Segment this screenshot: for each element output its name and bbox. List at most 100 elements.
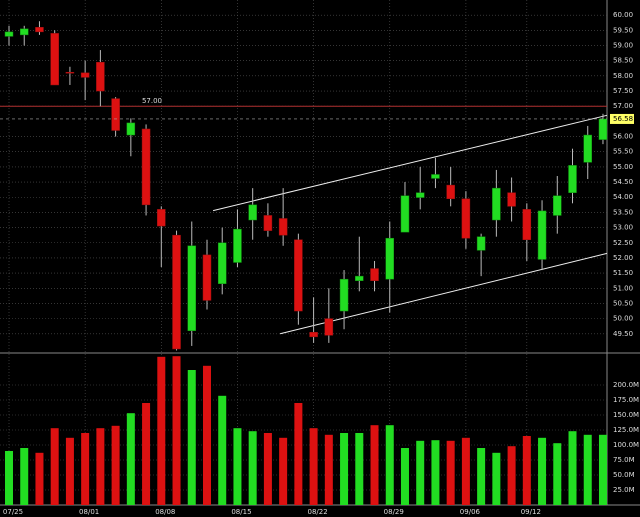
candle-body bbox=[507, 192, 516, 207]
candle-body bbox=[309, 332, 318, 338]
volume-bar bbox=[385, 425, 394, 505]
y-tick-label: 52.50 bbox=[613, 239, 633, 247]
volume-bar bbox=[233, 428, 242, 505]
x-tick-label: 08/01 bbox=[79, 508, 99, 516]
candle-body bbox=[233, 228, 242, 263]
candle-body bbox=[157, 209, 166, 227]
candle-body bbox=[80, 72, 90, 78]
candle-body bbox=[598, 118, 608, 140]
volume-bar bbox=[157, 356, 166, 505]
volume-bar bbox=[279, 437, 288, 505]
candle-body bbox=[400, 195, 410, 233]
volume-bar bbox=[461, 437, 470, 505]
y-tick-label: 150.0M bbox=[613, 411, 639, 419]
candle-body bbox=[19, 28, 29, 36]
trend-line bbox=[279, 252, 608, 335]
last-price-box bbox=[610, 113, 634, 124]
volume-bar bbox=[370, 425, 379, 505]
y-tick-label: 50.00 bbox=[613, 315, 633, 323]
y-tick-label: 75.0M bbox=[613, 456, 635, 464]
y-tick-label: 54.00 bbox=[613, 193, 633, 201]
candle-body bbox=[324, 318, 334, 336]
y-tick-label: 60.00 bbox=[613, 11, 633, 19]
volume-bar bbox=[35, 452, 44, 505]
y-tick-label: 175.0M bbox=[613, 396, 639, 404]
candle-body bbox=[339, 278, 349, 312]
y-tick-label: 53.50 bbox=[613, 208, 633, 216]
y-tick-label: 57.50 bbox=[613, 87, 633, 95]
candle-body bbox=[294, 239, 303, 312]
y-tick-label: 51.00 bbox=[613, 284, 633, 292]
candle-body bbox=[4, 31, 14, 37]
candle-body bbox=[202, 254, 212, 301]
level-label: 57.00 bbox=[142, 97, 162, 105]
candle-body bbox=[217, 242, 227, 284]
last-price-label: 56.58 bbox=[613, 115, 633, 123]
y-tick-label: 58.50 bbox=[613, 57, 633, 65]
volume-bar bbox=[218, 395, 227, 505]
x-tick-label: 08/22 bbox=[308, 508, 328, 516]
candle-body bbox=[65, 71, 75, 74]
x-tick-label: 09/12 bbox=[521, 508, 541, 516]
y-tick-label: 56.00 bbox=[613, 133, 633, 141]
candle-body bbox=[111, 98, 120, 131]
candle-body bbox=[537, 210, 547, 260]
candle-body bbox=[553, 195, 562, 216]
volume-bar bbox=[583, 434, 592, 505]
volume-bar bbox=[309, 428, 318, 505]
volume-bar bbox=[202, 365, 211, 505]
candle-body bbox=[187, 245, 197, 332]
candle-body bbox=[431, 174, 440, 179]
volume-bar bbox=[263, 433, 272, 505]
volume-bar bbox=[507, 446, 516, 505]
volume-bar bbox=[598, 434, 607, 505]
candle-body bbox=[446, 184, 455, 200]
y-tick-label: 125.0M bbox=[613, 426, 639, 434]
candle-body bbox=[35, 27, 44, 33]
volume-bar bbox=[5, 451, 13, 505]
candle-body bbox=[583, 134, 592, 163]
y-tick-label: 54.50 bbox=[613, 178, 633, 186]
candle-body bbox=[141, 128, 151, 206]
volume-bar bbox=[324, 434, 333, 505]
candle-body bbox=[461, 198, 471, 239]
y-tick-label: 55.00 bbox=[613, 163, 633, 171]
y-tick-label: 59.50 bbox=[613, 26, 633, 34]
volume-bar bbox=[446, 440, 455, 505]
volume-bar bbox=[522, 436, 531, 505]
volume-bar bbox=[65, 437, 74, 505]
y-tick-label: 50.50 bbox=[613, 299, 633, 307]
volume-bar bbox=[172, 356, 181, 505]
candle-body bbox=[476, 236, 486, 251]
x-tick-label: 08/29 bbox=[384, 508, 404, 516]
y-tick-label: 53.00 bbox=[613, 224, 633, 232]
candle-body bbox=[415, 192, 425, 198]
candle-body bbox=[126, 122, 136, 136]
candle-body bbox=[522, 209, 532, 240]
trend-line bbox=[212, 114, 608, 212]
volume-bar bbox=[538, 437, 547, 505]
y-tick-label: 49.50 bbox=[613, 330, 633, 338]
candle-body bbox=[50, 33, 59, 86]
y-tick-label: 200.0M bbox=[613, 381, 639, 389]
volume-bar bbox=[416, 440, 425, 505]
volume-bar bbox=[294, 403, 303, 505]
y-tick-label: 25.0M bbox=[613, 486, 635, 494]
x-tick-label: 08/15 bbox=[231, 508, 251, 516]
volume-bar bbox=[142, 403, 151, 505]
x-tick-label: 09/06 bbox=[460, 508, 481, 516]
candle-body bbox=[568, 165, 577, 193]
y-tick-label: 55.50 bbox=[613, 148, 633, 156]
volume-bar bbox=[400, 448, 409, 505]
volume-bar bbox=[477, 448, 486, 505]
y-tick-label: 58.00 bbox=[613, 72, 633, 80]
volume-bar bbox=[492, 452, 501, 505]
volume-bar bbox=[248, 431, 257, 505]
volume-bar bbox=[187, 370, 196, 505]
volume-bar bbox=[553, 443, 562, 505]
volume-bar bbox=[50, 428, 59, 505]
x-tick-label: 07/25 bbox=[3, 508, 23, 516]
y-tick-label: 59.00 bbox=[613, 42, 633, 50]
